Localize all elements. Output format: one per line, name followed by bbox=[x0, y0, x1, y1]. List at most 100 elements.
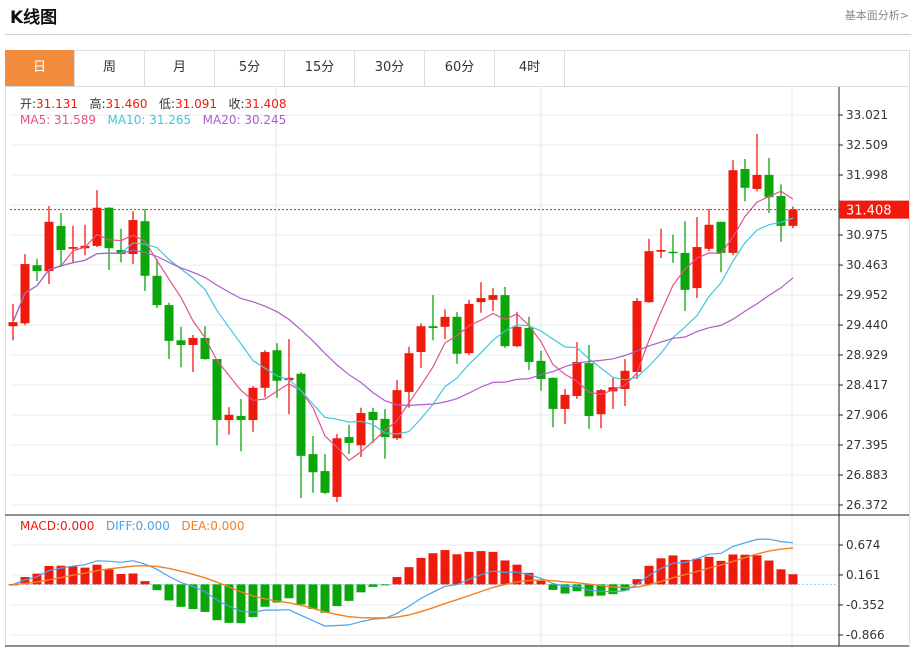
macd-histogram-bar bbox=[668, 555, 678, 585]
candle-body bbox=[752, 174, 762, 189]
macd-histogram-bar bbox=[260, 584, 270, 607]
macd-histogram-bar bbox=[128, 573, 138, 585]
price-tick-label: 30.975 bbox=[846, 228, 888, 242]
candle-body bbox=[380, 418, 390, 438]
tab-week[interactable]: 周 bbox=[75, 50, 145, 86]
tab-day[interactable]: 日 bbox=[5, 50, 75, 86]
macd-histogram-bar bbox=[488, 551, 498, 585]
macd-tick-label: 0.674 bbox=[846, 538, 880, 552]
macd-histogram-bar bbox=[608, 584, 618, 595]
macd-histogram-bar bbox=[464, 551, 474, 585]
ma10-line bbox=[12, 217, 794, 435]
macd-histogram-bar bbox=[392, 576, 402, 585]
macd-histogram-bar bbox=[20, 577, 30, 585]
price-tick-label: 31.998 bbox=[846, 168, 888, 182]
price-tick-label: 33.021 bbox=[846, 108, 888, 122]
candle-body bbox=[560, 394, 570, 409]
macd-histogram-bar bbox=[632, 579, 642, 585]
candle-body bbox=[512, 326, 522, 347]
macd-tick-label: -0.352 bbox=[846, 598, 885, 612]
price-tick-label: 29.952 bbox=[846, 288, 888, 302]
price-tick-label: 32.509 bbox=[846, 138, 888, 152]
macd-histogram-bar bbox=[188, 584, 198, 609]
dea-value: DEA:0.000 bbox=[181, 519, 245, 533]
macd-histogram-bar bbox=[428, 553, 438, 585]
candle-body bbox=[656, 249, 666, 252]
candle-body bbox=[644, 251, 654, 303]
macd-histogram-bar bbox=[44, 565, 54, 585]
macd-tick-label: 0.161 bbox=[846, 568, 880, 582]
macd-histogram-bar bbox=[32, 573, 42, 585]
tab-30min[interactable]: 30分 bbox=[355, 50, 425, 86]
candle-body bbox=[608, 387, 618, 392]
macd-histogram-bar bbox=[788, 574, 798, 585]
tab-60min[interactable]: 60分 bbox=[425, 50, 495, 86]
macd-histogram-bar bbox=[380, 584, 390, 586]
macd-histogram-bar bbox=[212, 584, 222, 621]
candle-body bbox=[128, 220, 138, 255]
macd-histogram-bar bbox=[776, 569, 786, 585]
candle-body bbox=[716, 221, 726, 253]
macd-histogram-bar bbox=[440, 550, 450, 585]
macd-histogram-bar bbox=[452, 554, 462, 585]
candle-body bbox=[116, 249, 126, 255]
macd-histogram-bar bbox=[560, 584, 570, 594]
macd-histogram-bar bbox=[332, 584, 342, 607]
candle-body bbox=[596, 390, 606, 415]
candle-body bbox=[8, 322, 18, 327]
candle-body bbox=[704, 224, 714, 249]
current-price-label: 31.408 bbox=[846, 204, 892, 219]
candle-body bbox=[584, 363, 594, 416]
price-tick-label: 28.929 bbox=[846, 348, 888, 362]
close-label: 收: bbox=[228, 97, 245, 111]
macd-histogram-bar bbox=[164, 584, 174, 601]
price-tick-label: 26.883 bbox=[846, 468, 888, 482]
candle-body bbox=[728, 170, 738, 253]
candle-body bbox=[488, 295, 498, 300]
ma-legend: MA5: 31.589 MA10: 31.265 MA20: 30.245 bbox=[20, 113, 286, 127]
tab-month[interactable]: 月 bbox=[145, 50, 215, 86]
macd-histogram-bar bbox=[152, 584, 162, 591]
candle-body bbox=[200, 337, 210, 360]
chart-frame bbox=[5, 50, 910, 647]
macd-histogram-bar bbox=[344, 584, 354, 601]
diff-value: DIFF:0.000 bbox=[105, 519, 170, 533]
macd-histogram-bar bbox=[716, 560, 726, 585]
candle-body bbox=[92, 207, 102, 246]
candle-body bbox=[428, 326, 438, 328]
dea-line bbox=[12, 547, 794, 619]
candle-body bbox=[548, 377, 558, 409]
macd-histogram-bar bbox=[740, 554, 750, 585]
price-tick-label: 27.395 bbox=[846, 438, 888, 452]
macd-histogram-bar bbox=[320, 584, 330, 613]
macd-histogram-bar bbox=[404, 567, 414, 585]
candle-body bbox=[32, 265, 42, 272]
candle-body bbox=[164, 305, 174, 341]
macd-histogram-bar bbox=[476, 551, 486, 585]
candle-body bbox=[260, 352, 270, 388]
price-tick-label: 27.906 bbox=[846, 408, 888, 422]
price-tick-label: 29.440 bbox=[846, 318, 888, 332]
ohlc-legend: 开:31.131 高:31.460 低:31.091 收:31.408 bbox=[20, 95, 287, 112]
tab-15min[interactable]: 15分 bbox=[285, 50, 355, 86]
candle-body bbox=[308, 454, 318, 473]
candle-body bbox=[212, 359, 222, 421]
macd-histogram-bar bbox=[536, 580, 546, 585]
macd-value: MACD:0.000 bbox=[20, 519, 95, 533]
macd-histogram-bar bbox=[596, 584, 606, 596]
tab-4hour[interactable]: 4时 bbox=[495, 50, 565, 86]
ma20-line bbox=[12, 249, 794, 407]
candle-body bbox=[404, 353, 414, 392]
tab-5min[interactable]: 5分 bbox=[215, 50, 285, 86]
fundamental-analysis-link[interactable]: 基本面分析> bbox=[844, 9, 909, 22]
price-tick-label: 26.372 bbox=[846, 498, 888, 512]
ma20-value: MA20: 30.245 bbox=[202, 113, 287, 127]
candle-body bbox=[668, 251, 678, 254]
candle-body bbox=[440, 316, 450, 327]
candle-body bbox=[272, 350, 282, 381]
low-label: 低: bbox=[159, 97, 176, 111]
candle-body bbox=[248, 387, 258, 421]
candle-body bbox=[320, 471, 330, 493]
macd-histogram-bar bbox=[248, 584, 258, 618]
